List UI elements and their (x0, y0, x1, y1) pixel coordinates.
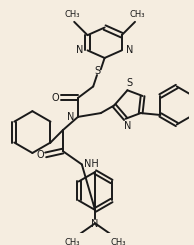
Text: N: N (67, 112, 74, 122)
Text: O: O (51, 93, 59, 103)
Text: NH: NH (84, 159, 99, 169)
Text: CH₃: CH₃ (65, 10, 80, 19)
Text: CH₃: CH₃ (65, 238, 80, 245)
Text: N: N (126, 45, 133, 55)
Text: S: S (94, 66, 100, 76)
Text: N: N (91, 219, 99, 229)
Text: CH₃: CH₃ (129, 10, 145, 19)
Text: N: N (76, 45, 84, 55)
Text: O: O (36, 150, 44, 160)
Text: N: N (124, 121, 131, 131)
Text: CH₃: CH₃ (110, 238, 126, 245)
Text: S: S (126, 78, 132, 88)
